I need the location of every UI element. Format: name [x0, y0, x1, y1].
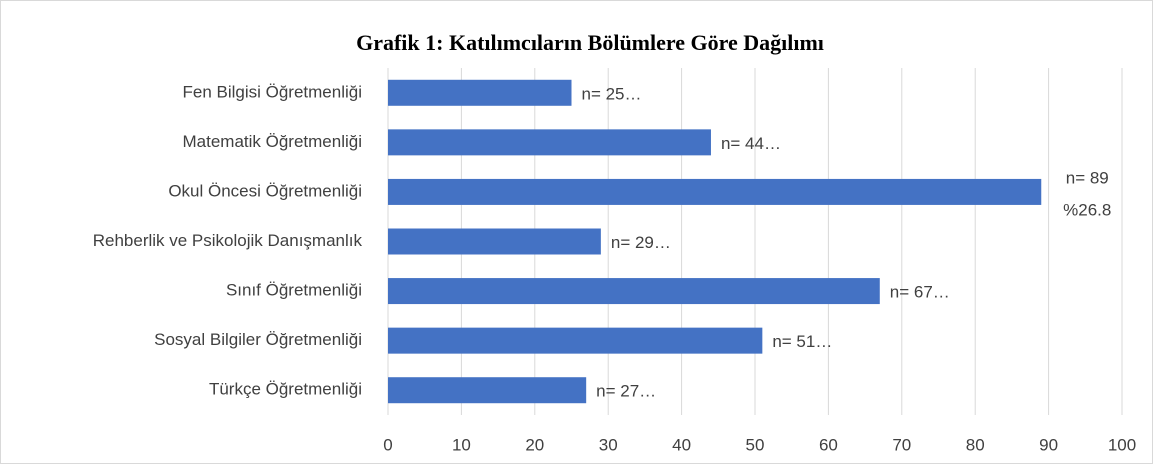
- bar: [388, 178, 1042, 205]
- bar: [388, 377, 587, 404]
- data-label: n= 44…: [721, 134, 781, 153]
- data-label: n= 67…: [890, 283, 950, 302]
- x-tick-label: 100: [1108, 435, 1136, 454]
- data-label: n= 29…: [611, 233, 671, 252]
- data-label: %26.8: [1063, 200, 1111, 219]
- x-tick-label: 50: [746, 435, 765, 454]
- bar: [388, 278, 880, 305]
- x-tick-label: 30: [599, 435, 618, 454]
- x-tick-label: 40: [672, 435, 691, 454]
- bar: [388, 79, 572, 106]
- x-tick-label: 70: [892, 435, 911, 454]
- y-tick-label: Rehberlik ve Psikolojik Danışmanlık: [93, 231, 363, 250]
- x-tick-label: 60: [819, 435, 838, 454]
- data-label: n= 27…: [596, 382, 656, 401]
- bar: [388, 228, 601, 255]
- x-tick-label: 10: [452, 435, 471, 454]
- bar: [388, 129, 711, 156]
- y-tick-label: Matematik Öğretmenliği: [182, 132, 362, 151]
- chart-title: Grafik 1: Katılımcıların Bölümlere Göre …: [356, 30, 824, 55]
- x-tick-label: 80: [966, 435, 985, 454]
- x-tick-label: 20: [525, 435, 544, 454]
- x-tick-label: 0: [383, 435, 392, 454]
- data-label: n= 25…: [582, 84, 642, 103]
- y-tick-label: Okul Öncesi Öğretmenliği: [168, 181, 362, 200]
- bar: [388, 327, 763, 354]
- y-tick-label: Türkçe Öğretmenliği: [209, 380, 362, 399]
- y-tick-label: Sınıf Öğretmenliği: [226, 281, 362, 300]
- data-label: n= 89: [1066, 168, 1109, 187]
- x-tick-label: 90: [1039, 435, 1058, 454]
- y-tick-label: Fen Bilgisi Öğretmenliği: [182, 82, 362, 101]
- y-tick-label: Sosyal Bilgiler Öğretmenliği: [154, 330, 362, 349]
- data-label: n= 51…: [772, 332, 832, 351]
